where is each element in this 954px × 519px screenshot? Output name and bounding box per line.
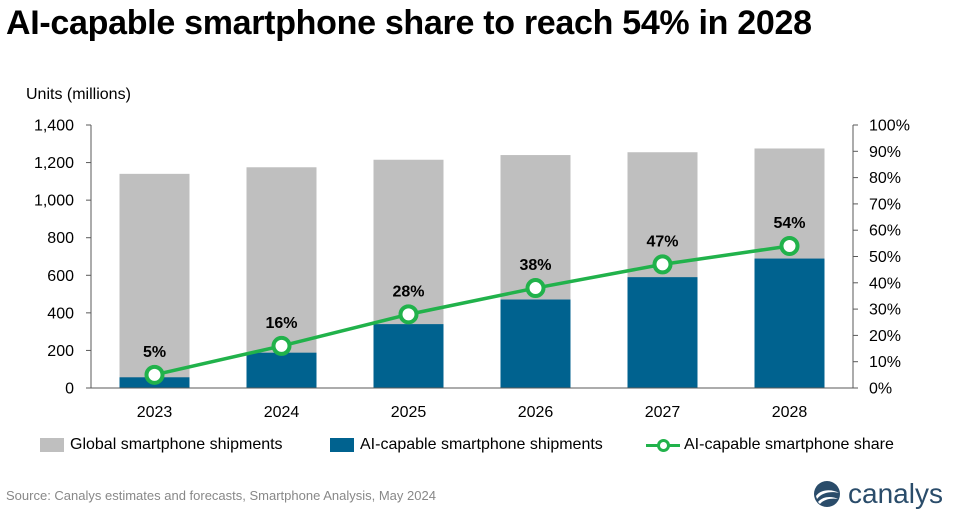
canalys-logo: canalys [812,478,943,510]
x-axis-tick-label: 2023 [137,404,173,421]
y-axis-left-tick-label: 400 [47,305,74,322]
share-data-label: 38% [519,257,551,274]
legend-line-marker-share [646,438,680,452]
share-point [652,254,673,275]
share-point [398,304,419,325]
y-axis-label: Units (millions) [26,86,131,103]
x-axis-tick-label: 2027 [645,404,681,421]
share-point [271,335,292,356]
legend-label-ai: AI-capable smartphone shipments [360,436,603,453]
y-axis-right-tick-label: 30% [869,302,901,319]
share-data-label: 5% [143,344,166,361]
canalys-logo-text: canalys [848,478,943,509]
chart-title: AI-capable smartphone share to reach 54%… [6,4,812,42]
bar-ai-shipments [373,324,444,388]
share-line [154,244,790,377]
y-axis-left-tick-label: 200 [47,343,74,360]
share-point [525,278,546,299]
share-point [779,235,800,256]
y-axis-right-tick-label: 20% [869,328,901,345]
bar-ai-shipments [500,299,571,388]
bar-global-shipments [119,173,190,388]
y-axis-right-tick-label: 40% [869,275,901,292]
y-axis-right-tick-label: 70% [869,196,901,213]
share-data-label: 47% [646,233,678,250]
legend-item-global: Global smartphone shipments [40,436,283,454]
legend: Global smartphone shipments AI-capable s… [0,436,954,460]
x-axis-tick-label: 2025 [391,404,427,421]
y-axis-left-tick-label: 800 [47,230,74,247]
y-axis-left-tick-label: 1,400 [34,118,74,135]
canalys-logo-icon [814,481,840,507]
y-axis-right-tick-label: 50% [869,249,901,266]
share-data-label: 16% [265,315,297,332]
bar-ai-shipments [246,352,317,388]
share-data-label: 54% [773,215,805,232]
source-note: Source: Canalys estimates and forecasts,… [6,488,436,503]
x-axis-tick-label: 2026 [518,404,554,421]
y-axis-right-tick-label: 10% [869,354,901,371]
share-point [144,364,165,385]
y-axis-right-tick-label: 0% [869,381,892,398]
x-axis-tick-label: 2028 [772,404,808,421]
y-axis-left-tick-label: 600 [47,268,74,285]
y-axis-left-tick-label: 1,000 [34,193,74,210]
legend-swatch-ai [330,438,354,452]
y-axis-left-tick-label: 0 [65,381,74,398]
bar-ai-shipments [754,258,825,388]
y-axis-right-tick-label: 100% [869,118,910,135]
chart-plot: 0 200 400 600 800 1,000 1,200 1,400 0% 10% 20% 30% 4… [34,118,910,422]
y-axis-right-tick-label: 60% [869,223,901,240]
y-axis-right-tick-label: 90% [869,144,901,161]
share-data-label: 28% [392,283,424,300]
x-axis-tick-label: 2024 [264,404,300,421]
legend-item-ai: AI-capable smartphone shipments [330,436,603,454]
legend-label-share: AI-capable smartphone share [684,436,894,453]
legend-swatch-global [40,438,64,452]
y-axis-left-tick-label: 1,200 [34,155,74,172]
y-axis-right-tick-label: 80% [869,170,901,187]
legend-label-global: Global smartphone shipments [70,436,283,453]
bar-ai-shipments [627,277,698,388]
legend-item-share: AI-capable smartphone share [646,436,894,454]
